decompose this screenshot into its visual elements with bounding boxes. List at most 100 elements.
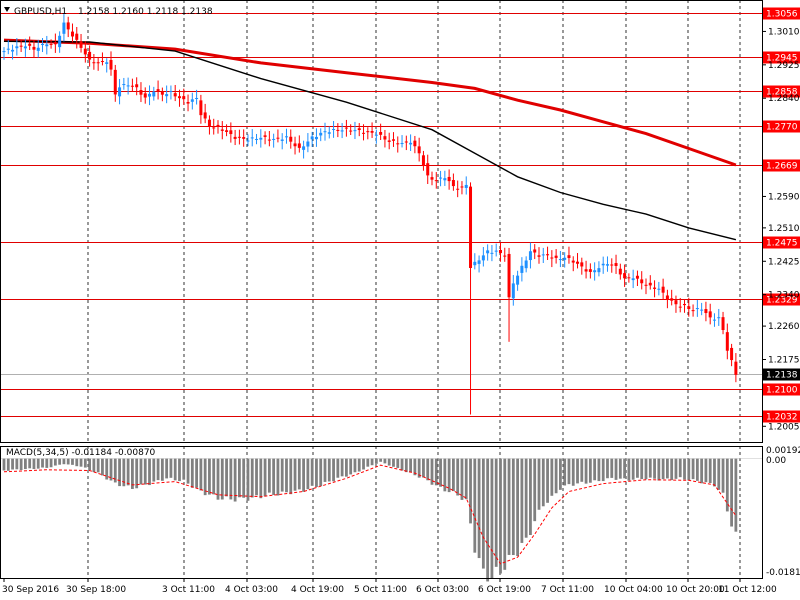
bull-candle[interactable] <box>169 90 173 92</box>
bear-candle[interactable] <box>143 93 147 98</box>
macd-bar[interactable] <box>11 458 14 470</box>
macd-bar[interactable] <box>195 458 198 488</box>
bear-candle[interactable] <box>100 61 104 63</box>
macd-bar[interactable] <box>648 458 652 478</box>
bear-candle[interactable] <box>70 31 74 37</box>
macd-bar[interactable] <box>6 458 10 471</box>
bear-candle[interactable] <box>96 62 100 64</box>
horizontal-levels[interactable]: 1.3056 1.2945 1.2858 1.2770 1.2669 1.2475 1.23… <box>0 7 800 423</box>
bear-candle[interactable] <box>730 347 734 361</box>
macd-bar[interactable] <box>101 458 104 476</box>
macd-bar[interactable] <box>306 458 310 490</box>
bear-candle[interactable] <box>297 143 301 148</box>
bear-candle[interactable] <box>383 136 387 140</box>
macd-bar[interactable] <box>417 458 421 478</box>
macd-bar[interactable] <box>554 458 558 494</box>
macd-bar[interactable] <box>302 458 305 492</box>
macd-bar[interactable] <box>593 458 597 481</box>
bear-candle[interactable] <box>576 261 580 264</box>
bear-candle[interactable] <box>610 264 614 266</box>
macd-bar[interactable] <box>293 458 297 491</box>
macd-bar[interactable] <box>396 458 400 468</box>
bull-candle[interactable] <box>409 142 413 145</box>
bull-candle[interactable] <box>284 136 288 138</box>
macd-bar[interactable] <box>499 458 502 574</box>
macd-bar[interactable] <box>379 458 383 462</box>
bull-candle[interactable] <box>332 129 336 131</box>
macd-bar[interactable] <box>255 458 258 496</box>
bear-candle[interactable] <box>580 262 584 267</box>
macd-bar[interactable] <box>464 458 468 500</box>
macd-bar[interactable] <box>49 458 53 468</box>
bull-candle[interactable] <box>340 130 344 132</box>
bull-candle[interactable] <box>152 91 156 97</box>
macd-bar[interactable] <box>422 458 425 478</box>
bear-candle[interactable] <box>130 85 134 87</box>
bear-candle[interactable] <box>498 249 502 254</box>
macd-bar[interactable] <box>614 458 618 480</box>
macd-bar[interactable] <box>285 458 288 493</box>
macd-bar[interactable] <box>92 458 96 473</box>
bear-candle[interactable] <box>379 131 383 135</box>
macd-bar[interactable] <box>366 458 370 467</box>
macd-bar[interactable] <box>62 458 66 465</box>
bear-candle[interactable] <box>434 180 438 182</box>
bear-candle[interactable] <box>469 186 473 268</box>
macd-bar[interactable] <box>109 458 113 481</box>
macd-bar[interactable] <box>327 458 331 482</box>
bull-candle[interactable] <box>327 132 331 134</box>
macd-bar[interactable] <box>537 458 541 510</box>
bear-candle[interactable] <box>704 309 708 314</box>
macd-bar[interactable] <box>53 458 57 466</box>
macd-bar[interactable] <box>139 458 143 485</box>
macd-bar[interactable] <box>383 458 387 464</box>
macd-bar[interactable] <box>644 458 648 480</box>
macd-bar[interactable] <box>319 458 323 487</box>
bear-candle[interactable] <box>362 132 366 134</box>
macd-bar[interactable] <box>83 458 87 468</box>
macd-bar[interactable] <box>627 458 631 481</box>
bull-candle[interactable] <box>524 260 528 269</box>
bear-candle[interactable] <box>618 268 622 275</box>
macd-bar[interactable] <box>374 458 378 464</box>
macd-bar[interactable] <box>524 458 528 538</box>
bear-candle[interactable] <box>421 155 425 167</box>
macd-bar[interactable] <box>683 458 686 480</box>
macd-bar[interactable] <box>439 458 442 487</box>
bull-candle[interactable] <box>712 319 716 321</box>
bear-candle[interactable] <box>507 253 511 298</box>
bull-candle[interactable] <box>126 85 130 87</box>
bull-candle[interactable] <box>310 136 314 140</box>
macd-bar[interactable] <box>135 458 139 489</box>
macd-bar[interactable] <box>105 458 109 480</box>
bear-candle[interactable] <box>653 287 657 289</box>
bull-candle[interactable] <box>353 130 357 132</box>
bear-candle[interactable] <box>370 130 374 133</box>
bull-candle[interactable] <box>259 137 263 140</box>
macd-bar[interactable] <box>721 458 725 493</box>
bear-candle[interactable] <box>289 136 293 142</box>
macd-bar[interactable] <box>725 458 729 512</box>
macd-bar[interactable] <box>481 458 485 569</box>
macd-bar[interactable] <box>15 458 19 470</box>
bull-candle[interactable] <box>11 49 15 52</box>
macd-bar[interactable] <box>267 458 271 493</box>
bull-candle[interactable] <box>148 93 152 97</box>
macd-bar[interactable] <box>242 458 246 498</box>
macd-bar[interactable] <box>404 458 408 473</box>
macd-bar[interactable] <box>165 458 169 479</box>
macd-bar[interactable] <box>263 458 267 497</box>
macd-bar[interactable] <box>190 458 194 488</box>
bear-candle[interactable] <box>212 127 216 129</box>
macd-bar[interactable] <box>19 458 23 471</box>
macd-bar[interactable] <box>486 458 490 582</box>
macd-bar[interactable] <box>238 458 241 498</box>
bear-candle[interactable] <box>648 282 652 286</box>
macd-bar[interactable] <box>250 458 254 498</box>
bear-candle[interactable] <box>177 96 181 99</box>
bear-candle[interactable] <box>683 303 687 306</box>
bear-candle[interactable] <box>28 43 32 46</box>
bull-candle[interactable] <box>105 62 109 64</box>
bull-candle[interactable] <box>486 250 490 254</box>
